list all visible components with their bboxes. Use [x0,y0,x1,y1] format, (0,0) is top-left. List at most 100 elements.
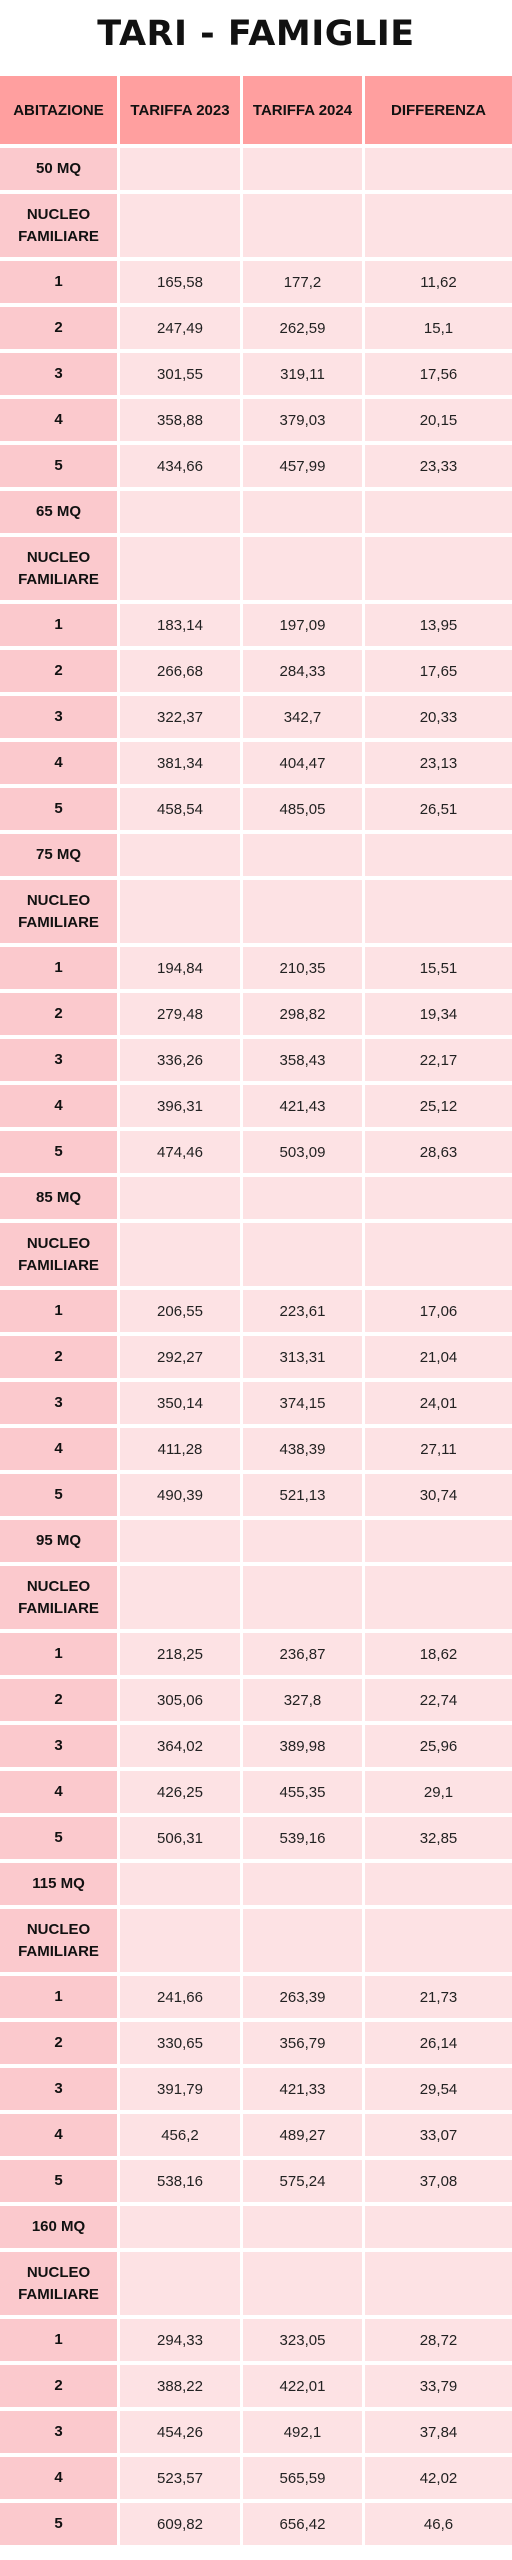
tariffa-2024-cell: 379,03 [243,399,362,441]
tariffa-2024-cell: 319,11 [243,353,362,395]
empty-cell [120,834,240,876]
household-cell: 4 [0,2457,117,2499]
differenza-cell: 21,73 [365,1976,512,2018]
tariffa-2023-cell: 456,2 [120,2114,240,2156]
tariffa-2024-cell: 457,99 [243,445,362,487]
household-cell: 5 [0,788,117,830]
tariffa-2024-cell: 492,1 [243,2411,362,2453]
differenza-cell: 26,14 [365,2022,512,2064]
empty-cell [243,1223,362,1286]
differenza-cell: 23,13 [365,742,512,784]
differenza-cell: 32,85 [365,1817,512,1859]
household-cell: 3 [0,2411,117,2453]
tariffa-2023-cell: 350,14 [120,1382,240,1424]
household-cell: 1 [0,1290,117,1332]
differenza-cell: 17,56 [365,353,512,395]
tariffa-2023-cell: 396,31 [120,1085,240,1127]
tariffa-2023-cell: 411,28 [120,1428,240,1470]
column-header: ABITAZIONE [0,76,117,144]
tariffa-2023-cell: 165,58 [120,261,240,303]
tariffa-2023-cell: 241,66 [120,1976,240,2018]
empty-cell [365,148,512,190]
differenza-cell: 24,01 [365,1382,512,1424]
tariffa-2024-cell: 489,27 [243,2114,362,2156]
differenza-cell: 25,96 [365,1725,512,1767]
household-cell: 3 [0,1725,117,1767]
tariffa-2024-cell: 422,01 [243,2365,362,2407]
empty-cell [120,194,240,257]
tariffa-2024-cell: 521,13 [243,1474,362,1516]
differenza-cell: 20,15 [365,399,512,441]
differenza-cell: 17,65 [365,650,512,692]
tariffa-2024-cell: 284,33 [243,650,362,692]
household-cell: 2 [0,993,117,1035]
empty-cell [243,834,362,876]
dwelling-size-label: 75 MQ [0,834,117,876]
column-header: TARIFFA 2024 [243,76,362,144]
household-cell: 1 [0,1633,117,1675]
nucleo-familiare-label: NUCLEO FAMILIARE [0,1223,117,1286]
nucleo-familiare-label: NUCLEO FAMILIARE [0,1566,117,1629]
tariffa-2023-cell: 490,39 [120,1474,240,1516]
empty-cell [365,1520,512,1562]
empty-cell [365,194,512,257]
empty-cell [243,1520,362,1562]
household-cell: 5 [0,1474,117,1516]
tariffa-2023-cell: 247,49 [120,307,240,349]
empty-cell [243,1177,362,1219]
household-cell: 3 [0,1382,117,1424]
differenza-cell: 33,79 [365,2365,512,2407]
differenza-cell: 42,02 [365,2457,512,2499]
column-header: TARIFFA 2023 [120,76,240,144]
household-cell: 5 [0,2503,117,2545]
household-cell: 3 [0,1039,117,1081]
tariffa-2023-cell: 388,22 [120,2365,240,2407]
tariffa-2024-cell: 323,05 [243,2319,362,2361]
tariffa-2024-cell: 263,39 [243,1976,362,2018]
household-cell: 1 [0,947,117,989]
empty-cell [243,2206,362,2248]
household-cell: 5 [0,1131,117,1173]
empty-cell [120,880,240,943]
empty-cell [120,1566,240,1629]
tariffa-2024-cell: 327,8 [243,1679,362,1721]
tariffa-2023-cell: 458,54 [120,788,240,830]
tariffa-2023-cell: 506,31 [120,1817,240,1859]
differenza-cell: 22,17 [365,1039,512,1081]
empty-cell [243,1863,362,1905]
tariffa-2023-cell: 206,55 [120,1290,240,1332]
household-cell: 4 [0,399,117,441]
dwelling-size-label: 50 MQ [0,148,117,190]
tariffa-2024-cell: 455,35 [243,1771,362,1813]
differenza-cell: 28,72 [365,2319,512,2361]
differenza-cell: 30,74 [365,1474,512,1516]
tariffa-2024-cell: 421,33 [243,2068,362,2110]
empty-cell [365,1177,512,1219]
tariffa-2024-cell: 298,82 [243,993,362,1035]
household-cell: 1 [0,604,117,646]
differenza-cell: 21,04 [365,1336,512,1378]
tariffa-2023-cell: 330,65 [120,2022,240,2064]
differenza-cell: 25,12 [365,1085,512,1127]
tariffa-2023-cell: 426,25 [120,1771,240,1813]
household-cell: 5 [0,1817,117,1859]
household-cell: 4 [0,1085,117,1127]
nucleo-familiare-label: NUCLEO FAMILIARE [0,537,117,600]
household-cell: 2 [0,650,117,692]
empty-cell [243,148,362,190]
tariffa-2023-cell: 381,34 [120,742,240,784]
empty-cell [120,148,240,190]
differenza-cell: 27,11 [365,1428,512,1470]
tariffa-2024-cell: 565,59 [243,2457,362,2499]
empty-cell [243,537,362,600]
tariffa-2024-cell: 197,09 [243,604,362,646]
tariffa-2023-cell: 336,26 [120,1039,240,1081]
tariffa-2023-cell: 322,37 [120,696,240,738]
differenza-cell: 29,54 [365,2068,512,2110]
tariffa-2024-cell: 262,59 [243,307,362,349]
empty-cell [365,1566,512,1629]
empty-cell [120,1909,240,1972]
household-cell: 3 [0,353,117,395]
column-header: DIFFERENZA [365,76,512,144]
tariffa-2023-cell: 194,84 [120,947,240,989]
